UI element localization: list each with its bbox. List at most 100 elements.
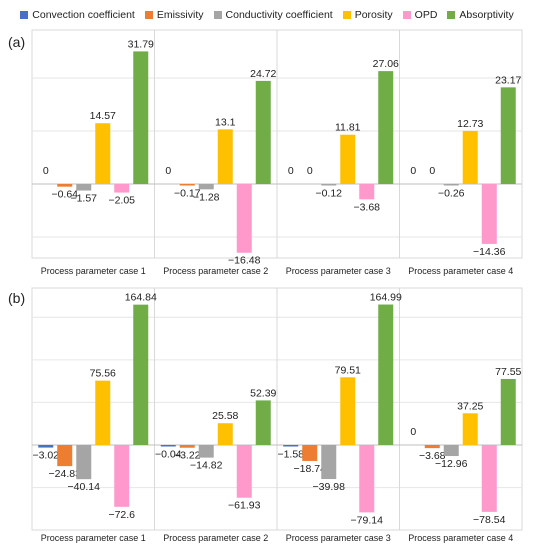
bar-opd bbox=[114, 184, 130, 193]
bar-opd bbox=[481, 184, 497, 244]
bar-absorptivity bbox=[133, 51, 149, 184]
category-label: Process parameter case 3 bbox=[286, 533, 391, 543]
legend-item-conductivity: Conductivity coefficient bbox=[213, 9, 333, 21]
data-label: −24.83 bbox=[49, 468, 82, 480]
bar-absorptivity bbox=[255, 80, 271, 184]
data-label: 164.99 bbox=[370, 292, 402, 304]
legend-swatch bbox=[20, 11, 29, 19]
data-label: 25.58 bbox=[212, 410, 238, 422]
bar-conductivity-coefficient bbox=[321, 445, 337, 480]
data-label: 13.1 bbox=[215, 116, 236, 128]
data-label: −0.26 bbox=[438, 188, 465, 200]
data-label: −14.82 bbox=[190, 460, 223, 472]
data-label: −0.64 bbox=[51, 189, 78, 201]
legend-label: Emissivity bbox=[156, 9, 204, 21]
data-label: −3.68 bbox=[353, 201, 380, 213]
data-label: 0 bbox=[410, 426, 416, 438]
bar-absorptivity bbox=[255, 400, 271, 445]
category-label: Process parameter case 1 bbox=[41, 266, 146, 276]
bar-absorptivity bbox=[133, 304, 149, 445]
data-label: −1.57 bbox=[70, 193, 97, 205]
data-label: 77.55 bbox=[495, 366, 521, 378]
legend-item-porosity: Porosity bbox=[342, 9, 393, 21]
bar-porosity bbox=[217, 129, 233, 184]
data-label: 27.06 bbox=[373, 58, 399, 70]
bar-emissivity bbox=[424, 445, 440, 449]
bar-emissivity bbox=[179, 445, 195, 448]
data-label: −78.54 bbox=[473, 514, 506, 526]
bar-porosity bbox=[217, 423, 233, 445]
category-label: Process parameter case 2 bbox=[163, 533, 268, 543]
data-label: 0 bbox=[288, 165, 294, 177]
legend-swatch bbox=[144, 11, 153, 19]
data-label: 79.51 bbox=[335, 364, 361, 376]
data-label: −0.04 bbox=[155, 449, 182, 461]
bar-opd bbox=[359, 445, 375, 513]
data-label: −0.12 bbox=[315, 188, 342, 200]
data-label: 31.79 bbox=[128, 38, 154, 50]
data-label: −79.14 bbox=[351, 514, 384, 526]
data-label: −72.6 bbox=[108, 509, 135, 521]
legend-item-convection: Convection coefficient bbox=[20, 9, 135, 21]
bar-opd bbox=[236, 445, 252, 498]
bar-porosity bbox=[95, 380, 111, 445]
data-label: 164.84 bbox=[125, 292, 157, 304]
bar-conductivity-coefficient bbox=[198, 184, 214, 190]
data-label: 52.39 bbox=[250, 387, 276, 399]
bar-absorptivity bbox=[500, 87, 516, 184]
data-label: −39.98 bbox=[313, 481, 346, 493]
data-label: −3.68 bbox=[419, 450, 446, 462]
legend: Convection coefficient Emissivity Conduc… bbox=[0, 6, 534, 24]
data-label: 11.81 bbox=[335, 122, 361, 134]
category-label: Process parameter case 2 bbox=[163, 266, 268, 276]
legend-item-absorptivity: Absorptivity bbox=[447, 9, 514, 21]
data-label: 0 bbox=[410, 165, 416, 177]
bar-porosity bbox=[95, 123, 111, 184]
bar-convection-coefficient bbox=[38, 445, 54, 448]
bar-porosity bbox=[340, 134, 356, 184]
data-label: −3.22 bbox=[174, 450, 201, 462]
bar-emissivity bbox=[179, 184, 195, 186]
bar-opd bbox=[236, 184, 252, 253]
panel-label: (a) bbox=[8, 34, 25, 50]
data-label: −2.05 bbox=[108, 195, 135, 207]
legend-label: Convection coefficient bbox=[32, 9, 135, 21]
legend-swatch bbox=[213, 11, 222, 19]
chart-panel-2: (b) −3.02 −24.83−40.14 75.56 −72.6 164.84 Proc… bbox=[8, 287, 523, 543]
data-label: 24.72 bbox=[250, 68, 276, 80]
bar-emissivity bbox=[57, 184, 73, 187]
data-label: 14.57 bbox=[90, 110, 116, 122]
data-label: −3.02 bbox=[32, 450, 59, 462]
legend-swatch bbox=[402, 11, 411, 19]
bar-convection-coefficient bbox=[160, 445, 176, 447]
data-label: 0 bbox=[43, 165, 49, 177]
legend-swatch bbox=[342, 11, 351, 19]
bar-conductivity-coefficient bbox=[76, 184, 92, 191]
data-label: −61.93 bbox=[228, 500, 261, 512]
bar-absorptivity bbox=[378, 304, 394, 445]
bar-absorptivity bbox=[378, 71, 394, 184]
bar-porosity bbox=[462, 413, 478, 445]
category-label: Process parameter case 4 bbox=[408, 266, 513, 276]
bar-emissivity bbox=[302, 445, 318, 461]
panel-label: (b) bbox=[8, 290, 25, 306]
bar-conductivity-coefficient bbox=[198, 445, 214, 458]
data-label: 75.56 bbox=[90, 368, 116, 380]
legend-swatch bbox=[447, 11, 456, 19]
category-label: Process parameter case 3 bbox=[286, 266, 391, 276]
data-label: −12.96 bbox=[435, 458, 468, 470]
data-label: −1.58 bbox=[277, 449, 304, 461]
bar-porosity bbox=[340, 377, 356, 445]
bar-porosity bbox=[462, 130, 478, 184]
data-label: −40.14 bbox=[68, 481, 101, 493]
legend-label: Conductivity coefficient bbox=[225, 9, 333, 21]
bar-conductivity-coefficient bbox=[443, 445, 459, 457]
bar-convection-coefficient bbox=[283, 445, 299, 447]
data-label: −0.17 bbox=[174, 188, 201, 200]
data-label: −1.28 bbox=[193, 191, 220, 203]
data-label: 12.73 bbox=[457, 118, 483, 130]
bar-opd bbox=[481, 445, 497, 512]
bar-emissivity bbox=[57, 445, 73, 467]
